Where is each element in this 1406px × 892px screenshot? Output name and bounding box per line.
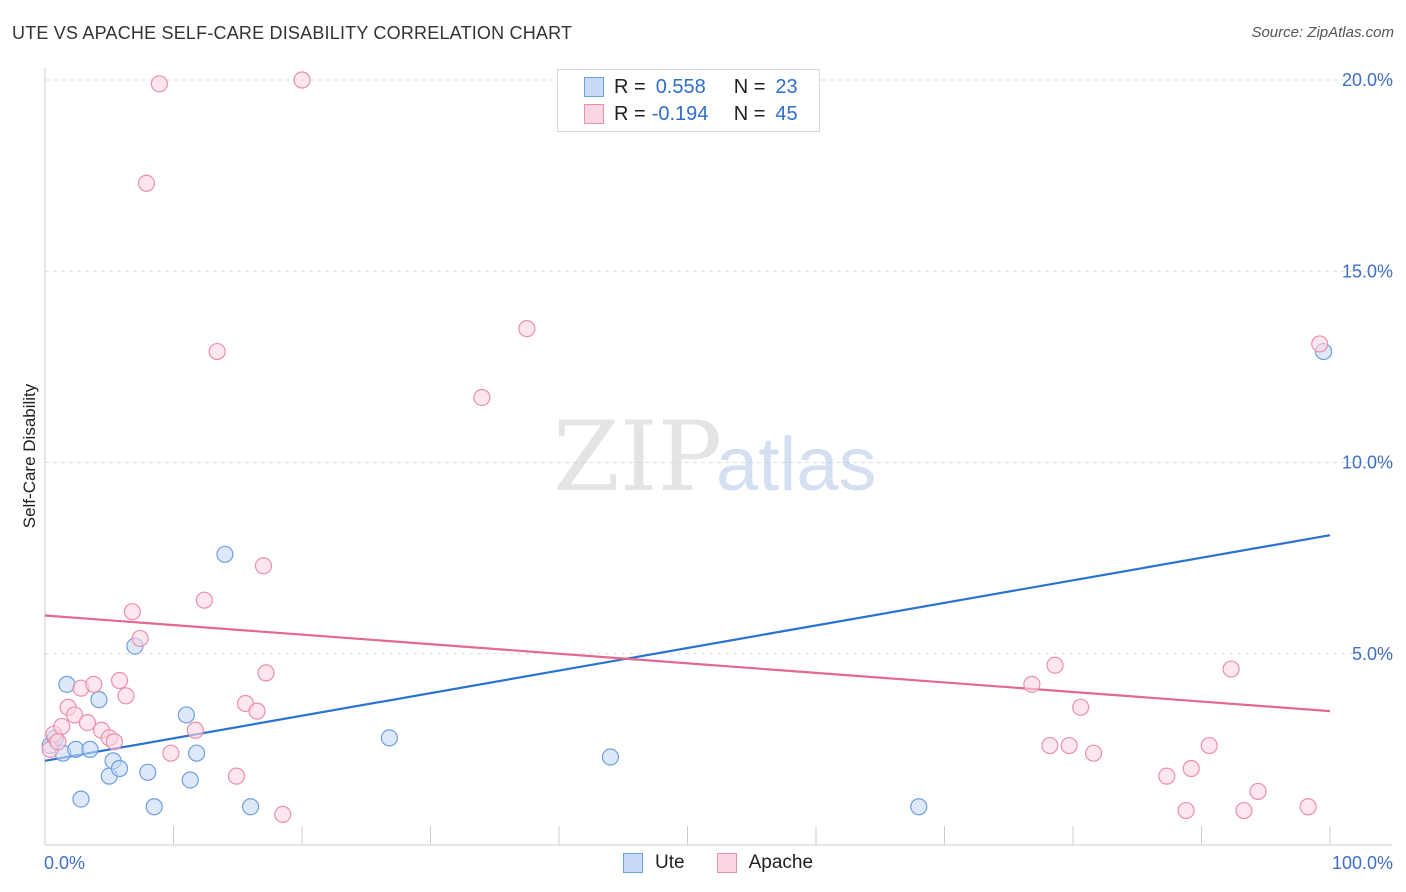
apache-point: [518, 320, 536, 338]
watermark-zip: ZIP: [553, 401, 722, 513]
ute-point: [380, 729, 398, 747]
y-tick-label: 5.0%: [1352, 644, 1393, 664]
apache-point: [1072, 698, 1090, 716]
apache-point: [208, 342, 226, 361]
r-label: R =: [614, 75, 646, 98]
legend-item-ute[interactable]: Ute: [623, 852, 685, 874]
ute-point: [216, 545, 234, 563]
apache-point: [248, 702, 266, 720]
apache-point: [1182, 759, 1200, 778]
trend-lines: [44, 534, 1331, 762]
apache-legend-swatch: [716, 853, 737, 873]
y-tick-labels: 5.0% 10.0% 15.0% 20.0%: [1342, 70, 1393, 664]
ute-point: [181, 771, 199, 789]
apache-point: [1041, 736, 1059, 755]
ute-point: [145, 798, 163, 816]
apache-swatch: [584, 104, 604, 124]
ute-point: [910, 798, 928, 816]
grid-lines: [45, 79, 1392, 655]
stats-legend: R = 0.558 N = 23 R = -0.194 N = 45: [557, 69, 820, 132]
ute-point: [601, 748, 620, 766]
apache-point: [162, 744, 180, 762]
apache-point: [65, 706, 84, 724]
n-label: N =: [733, 102, 766, 125]
ute-point: [90, 691, 108, 709]
apache-point: [1060, 736, 1078, 755]
ute-trend-line: [44, 534, 1331, 762]
apache-point: [274, 805, 292, 824]
x-tick-label: 100.0%: [1332, 853, 1393, 873]
apache-point: [1023, 675, 1041, 693]
apache-point: [1158, 767, 1176, 785]
apache-point: [85, 675, 103, 693]
apache-point: [1311, 335, 1329, 353]
apache-point: [227, 767, 246, 785]
n-value: 23: [775, 75, 798, 98]
apache-point: [1200, 736, 1218, 755]
apache-point: [105, 733, 123, 751]
ute-point: [58, 675, 76, 693]
apache-point: [150, 75, 168, 93]
chart-title: UTE VS APACHE SELF-CARE DISABILITY CORRE…: [12, 23, 573, 43]
legend-item-apache[interactable]: Apache: [716, 852, 814, 874]
ute-point: [177, 706, 195, 724]
apache-point: [1299, 798, 1317, 816]
apache-point: [195, 591, 213, 609]
apache-point: [78, 713, 97, 732]
apache-point: [473, 388, 491, 407]
ute-point: [81, 740, 99, 758]
n-label: N =: [733, 75, 766, 98]
apache-point: [257, 664, 275, 682]
apache-point: [49, 733, 67, 751]
apache-point: [1046, 656, 1064, 674]
watermark-atlas: atlas: [716, 422, 877, 507]
apache-point: [123, 603, 141, 621]
ute-point: [72, 790, 90, 808]
ute-point: [139, 763, 157, 781]
apache-point: [137, 174, 156, 192]
y-tick-label: 20.0%: [1342, 70, 1393, 90]
apache-point: [254, 557, 273, 575]
r-value: 0.558: [655, 75, 706, 98]
apache-point: [117, 687, 135, 705]
n-value: 45: [775, 102, 798, 125]
ute-point: [110, 759, 129, 778]
apache-point: [186, 721, 204, 739]
y-tick-label: 15.0%: [1342, 261, 1393, 281]
r-value: -0.194: [651, 102, 709, 125]
y-tick-label: 10.0%: [1342, 453, 1393, 473]
ute-point: [188, 744, 206, 762]
ute-legend-swatch: [623, 853, 643, 873]
apache-point: [1222, 660, 1240, 678]
legend-label-ute: Ute: [655, 852, 685, 873]
apache-point: [53, 717, 71, 736]
apache-trend-line: [44, 614, 1331, 713]
apache-point: [1249, 782, 1267, 801]
apache-point: [110, 671, 129, 690]
apache-point: [1235, 801, 1253, 820]
x-tick-label: 0.0%: [44, 853, 85, 873]
legend-row-ute: R = 0.558 N = 23: [584, 75, 798, 99]
legend-label-apache: Apache: [748, 852, 814, 873]
ute-swatch: [584, 77, 604, 97]
apache-point: [131, 629, 149, 648]
r-label: R =: [614, 102, 646, 125]
apache-point: [293, 71, 311, 89]
y-axis-label: Self-Care Disability: [20, 383, 39, 528]
apache-point: [1084, 744, 1103, 762]
data-points: [41, 71, 1333, 824]
apache-point: [1177, 801, 1195, 820]
ute-point: [242, 798, 260, 816]
legend-row-apache: R = -0.194 N = 45: [584, 102, 798, 126]
axes: [44, 68, 1392, 846]
series-legend: Ute Apache: [623, 852, 845, 874]
x-tick-labels: 0.0% 100.0%: [44, 853, 1393, 873]
source-label: Source: ZipAtlas.com: [1251, 24, 1394, 41]
